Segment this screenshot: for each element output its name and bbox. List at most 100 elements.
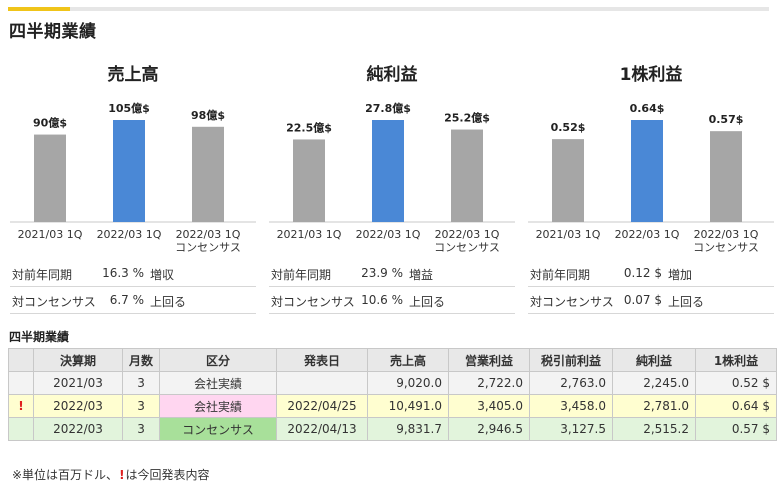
tick-label: 2022/03 1Q (435, 228, 500, 241)
metric-label: 対コンセンサス (271, 295, 355, 309)
bar (631, 120, 663, 222)
data-label: 0.57$ (709, 113, 744, 126)
cell-period: 2022/03 (33, 417, 123, 441)
bar (372, 120, 404, 222)
metric-word: 増収 (150, 268, 175, 282)
tick-label: コンセンサス (693, 241, 759, 254)
tick-label: 2022/03 1Q (356, 228, 421, 241)
metric-row-consensus: 対コンセンサス 6.7 % 上回る (10, 287, 256, 314)
data-label: 105億$ (108, 101, 150, 115)
cell-kbn: 会社実績 (159, 371, 278, 395)
cell-date: 2022/04/25 (276, 394, 369, 418)
panel-net-income: 純利益 22.5億$ 2021/03 1Q 27.8億$ 2022/03 1Q 25.2… (269, 56, 515, 316)
metric-row-consensus: 対コンセンサス 0.07 $ 上回る (528, 287, 774, 314)
new-mark-legend: ! (119, 468, 125, 482)
col-op: 営業利益 (448, 348, 531, 372)
cell-pretax: 3,127.5 (529, 417, 614, 441)
cell-op: 2,946.5 (448, 417, 531, 441)
cell-date: 2022/04/13 (276, 417, 369, 441)
cell-eps: 0.64 $ (695, 394, 778, 418)
metric-word: 上回る (409, 295, 446, 309)
new-mark (8, 417, 34, 441)
col-period: 決算期 (33, 348, 123, 372)
cell-kbn: 会社実績 (159, 394, 278, 418)
data-label: 0.52$ (551, 121, 586, 134)
cell-pretax: 2,763.0 (529, 371, 614, 395)
title-rule (8, 7, 769, 11)
metric-label: 対前年同期 (271, 268, 332, 282)
cell-net: 2,781.0 (612, 394, 697, 418)
metric-value: 0.07 $ (623, 293, 662, 307)
cell-date (276, 371, 369, 395)
tick-label: 2022/03 1Q (176, 228, 241, 241)
metric-value: 16.3 % (102, 266, 144, 280)
cell-kbn: コンセンサス (159, 417, 278, 441)
col-net: 純利益 (612, 348, 697, 372)
eps-chart: 0.52$ 2021/03 1Q 0.64$ 2022/03 1Q 0.57$ 2022/… (528, 102, 774, 254)
metric-row-yoy: 対前年同期 23.9 % 増益 (269, 260, 515, 287)
table-row: 2021/03 3 会社実績 9,020.0 2,722.0 2,763.0 2… (8, 371, 778, 395)
bar (710, 131, 742, 222)
cell-net: 2,515.2 (612, 417, 697, 441)
panel-title: 1株利益 (619, 65, 683, 85)
data-label: 90億$ (33, 116, 67, 130)
metric-value: 10.6 % (361, 293, 403, 307)
metric-label: 対前年同期 (12, 268, 73, 282)
cell-months: 3 (121, 371, 161, 395)
bar (113, 120, 145, 222)
cell-sales: 9,831.7 (367, 417, 450, 441)
cell-period: 2022/03 (33, 394, 123, 418)
panel-sales: 売上高 90億$ 2021/03 1Q 105億$ 2022/03 1Q 98億$ 202… (10, 56, 256, 316)
metric-label: 対前年同期 (530, 268, 591, 282)
footnote: ※単位は百万ドル、!は今回発表内容 (12, 466, 210, 483)
title-accent (8, 7, 70, 11)
tick-label: コンセンサス (175, 241, 241, 254)
table-row: ! 2022/03 3 会社実績 2022/04/25 10,491.0 3,4… (8, 394, 778, 418)
cell-sales: 10,491.0 (367, 394, 450, 418)
metric-word: 増加 (668, 268, 693, 282)
col-kbn: 区分 (159, 348, 278, 372)
net-income-chart: 22.5億$ 2021/03 1Q 27.8億$ 2022/03 1Q 25.2億$ 20… (269, 101, 515, 254)
data-label: 22.5億$ (286, 120, 332, 134)
footnote-text-end: は今回発表内容 (125, 468, 210, 482)
col-eps: 1株利益 (695, 348, 778, 372)
metric-word: 増益 (409, 268, 434, 282)
cell-months: 3 (121, 394, 161, 418)
table-row: 2022/03 3 コンセンサス 2022/04/13 9,831.7 2,94… (8, 417, 778, 441)
metric-value: 0.12 $ (623, 266, 662, 280)
tick-label: 2022/03 1Q (694, 228, 759, 241)
metric-value: 23.9 % (361, 266, 403, 280)
bar (552, 139, 584, 222)
eps-metrics: 対前年同期 0.12 $ 増加 対コンセンサス 0.07 $ 上回る (528, 260, 774, 314)
tick-label: 2022/03 1Q (97, 228, 162, 241)
net-income-metrics: 対前年同期 23.9 % 増益 対コンセンサス 10.6 % 上回る (269, 260, 515, 314)
metric-word: 上回る (668, 295, 705, 309)
new-mark: ! (8, 394, 34, 418)
sales-metrics: 対前年同期 16.3 % 増収 対コンセンサス 6.7 % 上回る (10, 260, 256, 314)
metric-row-yoy: 対前年同期 0.12 $ 増加 (528, 260, 774, 287)
data-label: 25.2億$ (444, 111, 490, 125)
col-months: 月数 (121, 348, 161, 372)
new-mark (8, 371, 34, 395)
metric-word: 上回る (150, 295, 187, 309)
data-label: 0.64$ (630, 102, 665, 115)
tick-label: 2021/03 1Q (18, 228, 83, 241)
tick-label: コンセンサス (434, 241, 500, 254)
page-title: 四半期業績 (9, 22, 97, 42)
bar (293, 139, 325, 222)
footnote-text: ※単位は百万ドル、 (12, 468, 119, 482)
panel-eps: 1株利益 0.52$ 2021/03 1Q 0.64$ 2022/03 1Q 0.57$… (528, 56, 774, 316)
cell-months: 3 (121, 417, 161, 441)
table-header-row: 決算期 月数 区分 発表日 売上高 営業利益 税引前利益 純利益 1株利益 (8, 348, 778, 372)
metric-row-consensus: 対コンセンサス 10.6 % 上回る (269, 287, 515, 314)
cell-eps: 0.52 $ (695, 371, 778, 395)
data-label: 27.8億$ (365, 101, 411, 115)
col-sales: 売上高 (367, 348, 450, 372)
cell-eps: 0.57 $ (695, 417, 778, 441)
cell-net: 2,245.0 (612, 371, 697, 395)
metric-value: 6.7 % (109, 293, 144, 307)
tick-label: 2022/03 1Q (615, 228, 680, 241)
metric-label: 対コンセンサス (530, 295, 614, 309)
quarterly-table: 決算期 月数 区分 発表日 売上高 営業利益 税引前利益 純利益 1株利益 20… (8, 348, 778, 441)
cell-op: 3,405.0 (448, 394, 531, 418)
